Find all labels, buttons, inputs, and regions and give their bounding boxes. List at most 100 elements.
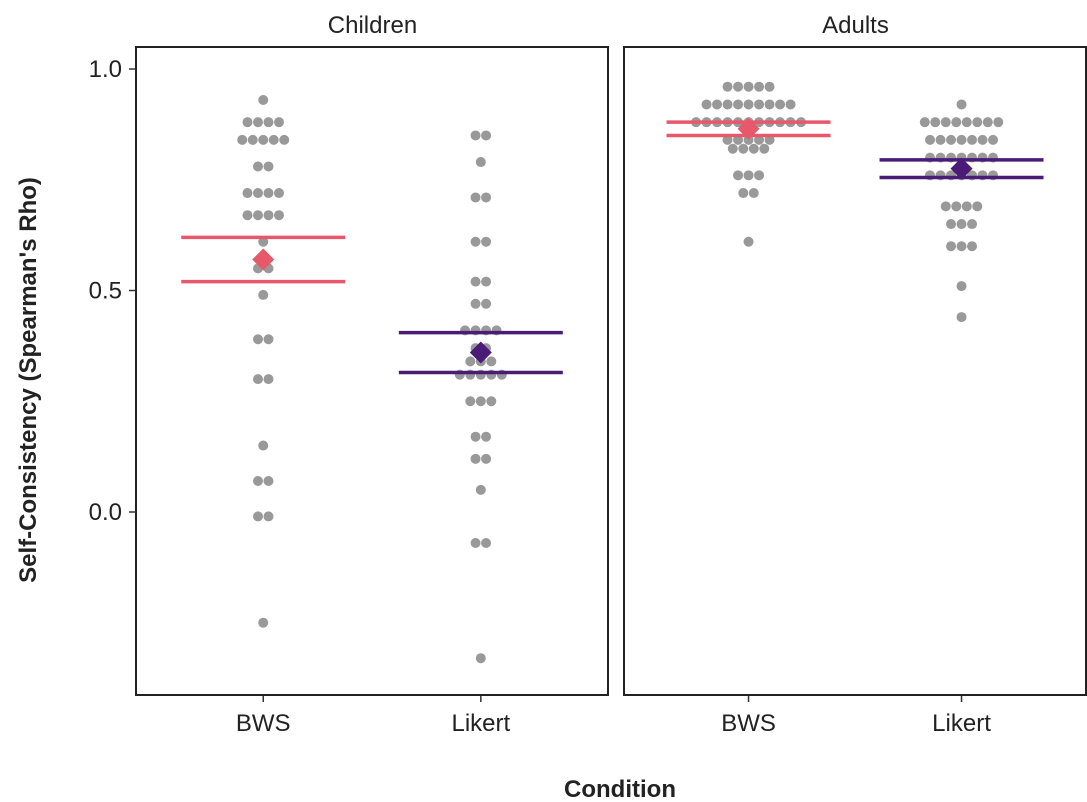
data-point <box>237 134 248 145</box>
data-point <box>919 117 930 128</box>
y-tick-label: 0.5 <box>89 278 122 305</box>
panel-children: Children BWS Likert <box>135 12 609 737</box>
data-point <box>486 356 497 367</box>
data-point <box>263 188 274 199</box>
data-point <box>733 99 744 110</box>
data-point <box>754 134 765 145</box>
y-tick-label: 1.0 <box>89 56 122 83</box>
data-point <box>925 134 936 145</box>
data-point <box>748 143 759 154</box>
data-point <box>785 99 796 110</box>
data-point <box>263 161 274 172</box>
data-point <box>759 143 770 154</box>
data-point <box>481 192 492 203</box>
data-point <box>481 538 492 549</box>
panel-border <box>623 46 1087 696</box>
data-point <box>743 99 754 110</box>
data-point <box>470 431 481 442</box>
data-point <box>951 117 962 128</box>
data-point <box>475 157 486 168</box>
data-point <box>475 396 486 407</box>
data-point <box>738 188 749 199</box>
data-point <box>481 130 492 141</box>
data-point <box>977 134 988 145</box>
data-point <box>481 298 492 309</box>
data-point <box>743 236 754 247</box>
data-point <box>738 143 749 154</box>
data-point <box>764 134 775 145</box>
x-tick-label: BWS <box>721 710 776 737</box>
data-point <box>956 281 967 292</box>
mean-marker <box>252 248 275 271</box>
data-point <box>273 188 284 199</box>
data-point <box>951 201 962 212</box>
data-point <box>930 117 941 128</box>
data-point <box>722 99 733 110</box>
panel-adults: Adults BWS Likert <box>623 12 1087 737</box>
data-point <box>258 617 269 628</box>
data-point <box>465 396 476 407</box>
data-point <box>961 117 972 128</box>
data-point <box>701 99 712 110</box>
data-point <box>263 374 274 385</box>
data-point <box>258 289 269 300</box>
data-point <box>252 117 263 128</box>
data-point <box>273 117 284 128</box>
data-point <box>988 134 999 145</box>
data-point <box>242 117 253 128</box>
data-point <box>252 374 263 385</box>
data-point <box>481 276 492 287</box>
data-point <box>940 201 951 212</box>
data-point <box>733 170 744 181</box>
data-point <box>712 99 723 110</box>
data-point <box>946 241 957 252</box>
panel-border <box>135 46 609 696</box>
data-point <box>258 440 269 451</box>
data-point <box>743 134 754 145</box>
data-point <box>754 81 765 92</box>
data-point <box>470 192 481 203</box>
mean-marker <box>737 117 760 140</box>
x-tick-label: Likert <box>451 710 510 737</box>
data-point <box>242 188 253 199</box>
data-point <box>946 219 957 230</box>
data-point <box>481 453 492 464</box>
data-point <box>935 134 946 145</box>
data-point <box>263 210 274 221</box>
data-point <box>722 81 733 92</box>
x-tick-label: Likert <box>932 710 991 737</box>
data-point <box>258 236 269 247</box>
data-point <box>733 81 744 92</box>
data-point <box>252 188 263 199</box>
data-point <box>743 170 754 181</box>
data-point <box>247 134 258 145</box>
data-point <box>967 219 978 230</box>
data-point <box>470 298 481 309</box>
data-point <box>961 201 972 212</box>
data-point <box>279 134 290 145</box>
data-point <box>967 134 978 145</box>
data-point <box>956 99 967 110</box>
mean-marker <box>950 157 973 180</box>
data-point <box>273 210 284 221</box>
data-point <box>481 236 492 247</box>
x-tick-label: BWS <box>236 710 291 737</box>
data-point <box>475 484 486 495</box>
data-point <box>470 130 481 141</box>
data-point <box>475 653 486 664</box>
data-point <box>940 117 951 128</box>
data-point <box>263 511 274 522</box>
data-point <box>465 356 476 367</box>
data-point <box>252 475 263 486</box>
data-point <box>242 210 253 221</box>
panel-title: Children <box>328 12 417 39</box>
y-axis-title: Self-Consistency (Spearman's Rho) <box>15 177 42 583</box>
data-point <box>470 276 481 287</box>
panel-title: Adults <box>822 12 889 39</box>
data-point <box>775 99 786 110</box>
data-point <box>263 117 274 128</box>
x-axis-title: Condition <box>564 776 676 802</box>
data-point <box>252 334 263 345</box>
data-point <box>748 188 759 199</box>
data-point <box>727 143 738 154</box>
